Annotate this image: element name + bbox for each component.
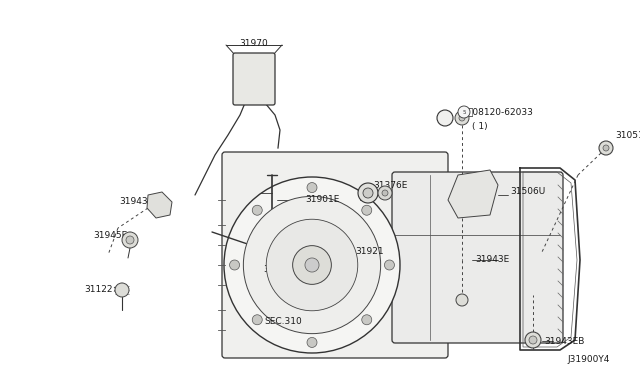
Text: 31901E: 31901E [305,196,339,205]
Text: 31924: 31924 [263,266,291,275]
Circle shape [266,219,358,311]
Circle shape [529,336,537,344]
Circle shape [456,294,468,306]
Text: 31376E: 31376E [373,180,408,189]
Text: J31900Y4: J31900Y4 [568,356,610,365]
Circle shape [230,260,239,270]
Text: 31945E: 31945E [93,231,128,240]
Circle shape [252,205,262,215]
Circle shape [378,186,392,200]
Circle shape [243,196,381,334]
Text: 31970: 31970 [239,38,268,48]
Circle shape [599,141,613,155]
Circle shape [603,145,609,151]
Circle shape [459,115,465,121]
Text: 31051A: 31051A [615,131,640,140]
Circle shape [252,315,262,325]
Circle shape [358,183,378,203]
Circle shape [115,283,129,297]
Text: 31943: 31943 [120,198,148,206]
Circle shape [382,190,388,196]
Text: 5: 5 [462,109,466,115]
Text: 31122×: 31122× [84,285,120,295]
Text: ( 1): ( 1) [472,122,488,131]
Circle shape [525,332,541,348]
Circle shape [455,111,469,125]
Circle shape [458,106,470,118]
Circle shape [307,183,317,193]
Text: 5: 5 [443,115,447,121]
Circle shape [305,258,319,272]
Circle shape [362,205,372,215]
Text: 31943E: 31943E [475,256,509,264]
Text: 倈08120-62033: 倈08120-62033 [468,108,534,116]
Text: 31921: 31921 [355,247,383,257]
Circle shape [224,177,400,353]
Circle shape [126,236,134,244]
Circle shape [292,246,332,284]
Circle shape [385,260,394,270]
FancyBboxPatch shape [222,152,448,358]
Polygon shape [448,170,498,218]
Circle shape [362,315,372,325]
Circle shape [437,110,453,126]
Text: SEC.310: SEC.310 [264,317,302,327]
Circle shape [307,337,317,347]
Text: 31943EB: 31943EB [544,337,584,346]
Polygon shape [147,192,172,218]
Text: 31506U: 31506U [510,187,545,196]
Circle shape [363,188,373,198]
FancyBboxPatch shape [233,53,275,105]
Circle shape [122,232,138,248]
FancyBboxPatch shape [392,172,563,343]
